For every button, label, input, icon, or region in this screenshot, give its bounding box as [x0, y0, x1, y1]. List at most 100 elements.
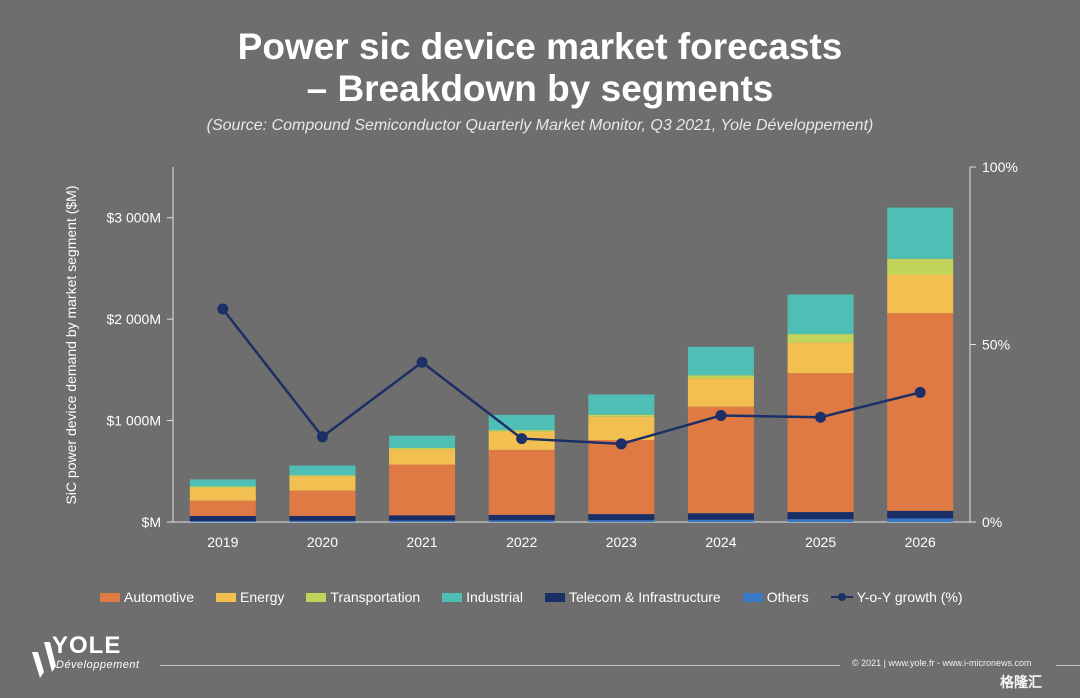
bar-transportation-2026 [887, 258, 954, 275]
legend-label: Energy [240, 589, 285, 605]
bar-telecom-infrastructure-2022 [488, 514, 555, 521]
growth-point-2020 [316, 431, 328, 443]
legend-label: Industrial [466, 589, 523, 605]
bar-industrial-2020 [289, 465, 356, 476]
bar-others-2026 [887, 518, 954, 522]
bar-telecom-infrastructure-2021 [389, 515, 456, 521]
growth-point-2025 [815, 411, 827, 423]
bar-automotive-2026 [887, 313, 954, 511]
bar-telecom-infrastructure-2023 [588, 514, 655, 521]
growth-line [221, 308, 921, 446]
chart-legend: Automotive Energy Transportation Industrial… [100, 586, 1000, 608]
legend-item: Y-o-Y growth (%) [830, 589, 963, 605]
footer-divider-right [1056, 665, 1080, 666]
y-tick-label: $M [142, 514, 161, 530]
bar-automotive-2020 [289, 490, 356, 516]
legend-swatch [442, 592, 463, 602]
legend-label: Telecom & Infrastructure [568, 589, 721, 605]
bar-automotive-2025 [787, 373, 854, 513]
growth-point-2024 [715, 410, 727, 421]
bar-energy-2026 [887, 274, 954, 314]
logo-text: YOLE [52, 632, 122, 659]
x-tick-label: 2026 [905, 534, 936, 550]
bar-energy-2025 [787, 342, 854, 374]
growth-point-2022 [516, 433, 528, 445]
bar-energy-2020 [289, 476, 356, 491]
bar-telecom-infrastructure-2026 [887, 510, 954, 519]
legend-item: Industrial [442, 589, 523, 605]
x-tick-label: 2019 [207, 534, 238, 550]
bar-transportation-2024 [687, 375, 754, 379]
y2-tick-label: 100% [982, 159, 1018, 175]
y-axis-label: SiC power device demand by market segmen… [63, 185, 79, 504]
bar-transportation-2020 [289, 475, 356, 477]
bar-industrial-2021 [389, 435, 456, 448]
bar-industrial-2024 [687, 346, 754, 376]
bar-telecom-infrastructure-2019 [189, 515, 256, 521]
bar-telecom-infrastructure-2025 [787, 512, 854, 520]
legend-label: Transportation [330, 589, 421, 605]
chart-title-line2: – Breakdown by segments [306, 68, 774, 109]
bar-transportation-2023 [588, 414, 655, 417]
bar-automotive-2023 [588, 440, 655, 515]
legend-label: Others [766, 589, 809, 605]
bar-industrial-2025 [787, 294, 854, 335]
bar-others-2020 [289, 520, 356, 522]
watermark: 格隆汇 [1000, 674, 1042, 690]
legend-swatch [544, 592, 565, 602]
bar-others-2019 [189, 520, 256, 522]
bar-others-2022 [488, 520, 555, 522]
growth-point-2023 [615, 438, 627, 450]
x-tick-label: 2022 [506, 534, 537, 550]
legend-swatch [742, 592, 763, 602]
logo-subtext: Développement [56, 659, 140, 671]
bar-energy-2021 [389, 449, 456, 465]
bar-transportation-2019 [189, 486, 256, 488]
bar-industrial-2026 [887, 207, 954, 259]
yole-logo-icon [32, 642, 56, 678]
x-tick-label: 2021 [406, 534, 437, 550]
y2-tick-label: 0% [982, 514, 1002, 530]
y-tick-label: $2 000M [107, 311, 161, 327]
bar-industrial-2022 [488, 414, 555, 431]
x-tick-label: 2023 [606, 534, 637, 550]
bar-energy-2023 [588, 416, 655, 441]
legend-item: Energy [216, 589, 284, 605]
legend-label: Automotive [124, 589, 195, 605]
bar-others-2025 [787, 519, 854, 522]
legend-item: Telecom & Infrastructure [544, 589, 721, 605]
bar-others-2024 [687, 519, 754, 522]
x-tick-label: 2020 [307, 534, 338, 550]
bar-transportation-2022 [488, 430, 555, 432]
bar-telecom-infrastructure-2020 [289, 515, 356, 521]
y-tick-label: $3 000M [107, 210, 161, 226]
bar-others-2023 [588, 520, 655, 522]
footer-copyright: © 2021 | www.yole.fr - www.i-micronews.c… [852, 658, 1032, 668]
legend-swatch [216, 592, 237, 602]
legend-item: Transportation [306, 589, 420, 605]
y2-tick-label: 50% [982, 337, 1010, 353]
legend-item: Automotive [100, 589, 194, 605]
bar-transportation-2021 [389, 447, 456, 450]
legend-swatch [100, 592, 120, 602]
bar-industrial-2019 [189, 479, 256, 487]
bar-automotive-2024 [687, 406, 754, 514]
growth-point-2026 [914, 386, 926, 398]
growth-point-2021 [416, 356, 428, 368]
chart-title-line1: Power sic device market forecasts [237, 26, 843, 67]
chart-subtitle: (Source: Compound Semiconductor Quarterl… [206, 117, 874, 134]
x-tick-label: 2025 [805, 534, 836, 550]
bar-automotive-2019 [189, 500, 256, 516]
bar-automotive-2022 [488, 449, 555, 515]
bar-energy-2024 [687, 378, 754, 407]
bar-others-2021 [389, 520, 456, 522]
x-tick-label: 2024 [705, 534, 736, 550]
bar-industrial-2023 [588, 394, 655, 415]
legend-swatch [830, 592, 853, 602]
legend-item: Others [742, 589, 809, 605]
bar-transportation-2025 [787, 334, 854, 343]
footer-divider [160, 665, 840, 666]
bar-telecom-infrastructure-2024 [687, 513, 754, 520]
bar-automotive-2021 [389, 464, 456, 516]
